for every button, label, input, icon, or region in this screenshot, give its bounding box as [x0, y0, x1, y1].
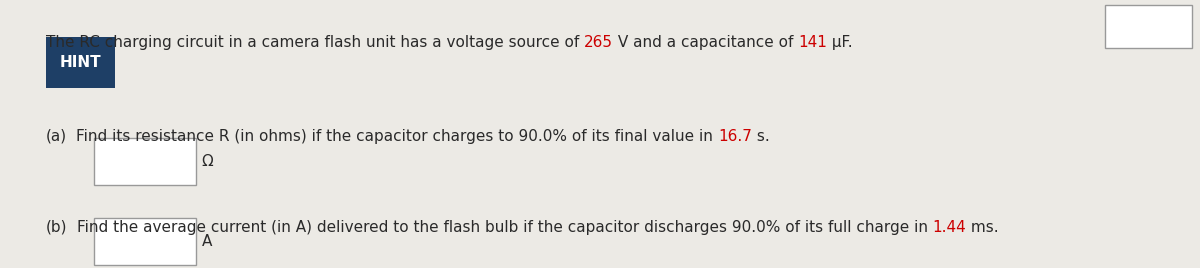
- Text: HINT: HINT: [60, 55, 101, 70]
- Text: Ω: Ω: [202, 154, 214, 169]
- Text: ms.: ms.: [966, 220, 998, 235]
- Text: 16.7: 16.7: [718, 129, 752, 144]
- Text: μF.: μF.: [827, 35, 852, 50]
- Text: The RC charging circuit in a camera flash unit has a voltage source of: The RC charging circuit in a camera flas…: [46, 35, 583, 50]
- Text: A: A: [202, 234, 212, 249]
- Text: Find the average current (in A) delivered to the flash bulb if the capacitor dis: Find the average current (in A) delivere…: [77, 220, 932, 235]
- Text: (a): (a): [46, 129, 67, 144]
- Text: 141: 141: [798, 35, 827, 50]
- Text: (b): (b): [46, 220, 67, 235]
- FancyBboxPatch shape: [1105, 5, 1192, 48]
- Text: 1.44: 1.44: [932, 220, 966, 235]
- FancyBboxPatch shape: [94, 218, 196, 265]
- Text: 265: 265: [583, 35, 613, 50]
- FancyBboxPatch shape: [46, 37, 115, 88]
- Text: V and a capacitance of: V and a capacitance of: [613, 35, 798, 50]
- FancyBboxPatch shape: [94, 138, 196, 185]
- Text: s.: s.: [752, 129, 769, 144]
- Text: Find its resistance R (in ohms) if the capacitor charges to 90.0% of its final v: Find its resistance R (in ohms) if the c…: [77, 129, 718, 144]
